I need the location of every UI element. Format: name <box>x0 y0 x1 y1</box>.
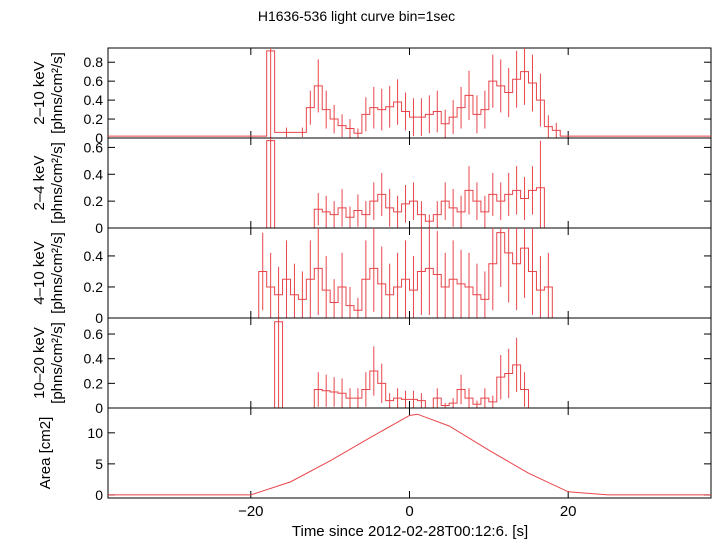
y-tick-label: 0.4 <box>84 166 104 182</box>
x-tick-label: 0 <box>405 503 413 520</box>
y-axis-label: [phns/cm²/s] <box>49 232 66 314</box>
y-tick-label: 0.4 <box>84 351 104 367</box>
y-tick-label: 0 <box>95 220 103 236</box>
y-axis-label: [phns/cm²/s] <box>49 322 66 404</box>
y-tick-label: 0.2 <box>84 111 104 127</box>
panel-frame <box>107 227 712 319</box>
y-tick-label: 0.2 <box>84 193 104 209</box>
panel-1: 0 0.2 0.4 0.6 0.8 2–10 keV [phns/cm²/s] <box>31 47 712 146</box>
x-axis-label: Time since 2012-02-28T00:12:6. [s] <box>291 523 529 540</box>
y-tick-label: 0.2 <box>84 279 104 295</box>
panel-4: 0 0.2 0.4 0.6 10–20 keV [phns/cm²/s] <box>31 317 712 416</box>
series-step-line <box>108 140 711 229</box>
y-tick-label: 0 <box>95 487 103 503</box>
y-axis-label: 4–10 keV <box>31 241 48 304</box>
y-tick-label: 0.8 <box>84 54 104 70</box>
y-tick-label: 0.4 <box>84 92 104 108</box>
panel-2: 0 0.2 0.4 0.6 2–4 keV [phns/cm²/s] <box>31 137 712 236</box>
panel-frame <box>107 47 712 139</box>
y-axis-label: 10–20 keV <box>31 327 48 399</box>
panel-frame <box>107 317 712 409</box>
y-axis-label: [phns/cm²/s] <box>49 52 66 134</box>
y-tick-label: 5 <box>95 456 103 472</box>
y-tick-label: 0.4 <box>84 248 104 264</box>
y-tick-label: 0 <box>95 400 103 416</box>
y-axis-label: Area [cm2] <box>37 417 54 490</box>
y-tick-label: 0.6 <box>84 139 104 155</box>
panel-frame <box>107 137 712 229</box>
x-tick-label: 20 <box>560 503 577 520</box>
y-axis-label: [phns/cm²/s] <box>49 142 66 224</box>
y-tick-label: 10 <box>87 425 103 441</box>
series-step-line <box>108 50 711 137</box>
y-axis-label: 2–10 keV <box>31 61 48 124</box>
series-step-line <box>108 232 711 319</box>
panel-3: 0 0.2 0.4 4–10 keV [phns/cm²/s] <box>31 227 712 326</box>
x-tick-label: −20 <box>238 503 263 520</box>
y-tick-label: 0 <box>95 310 103 326</box>
y-axis-label: 2–4 keV <box>31 155 48 210</box>
y-tick-label: 0.6 <box>84 73 104 89</box>
effective-area-line <box>108 413 711 496</box>
panel-frame <box>107 407 712 499</box>
panel-5: 0 5 10 Area [cm2] <box>37 407 712 503</box>
series-step-line <box>108 321 711 409</box>
y-tick-label: 0 <box>95 130 103 146</box>
chart-title: H1636-536 light curve bin=1sec <box>257 8 456 24</box>
y-tick-label: 0.6 <box>84 326 104 342</box>
y-tick-label: 0.2 <box>84 375 104 391</box>
